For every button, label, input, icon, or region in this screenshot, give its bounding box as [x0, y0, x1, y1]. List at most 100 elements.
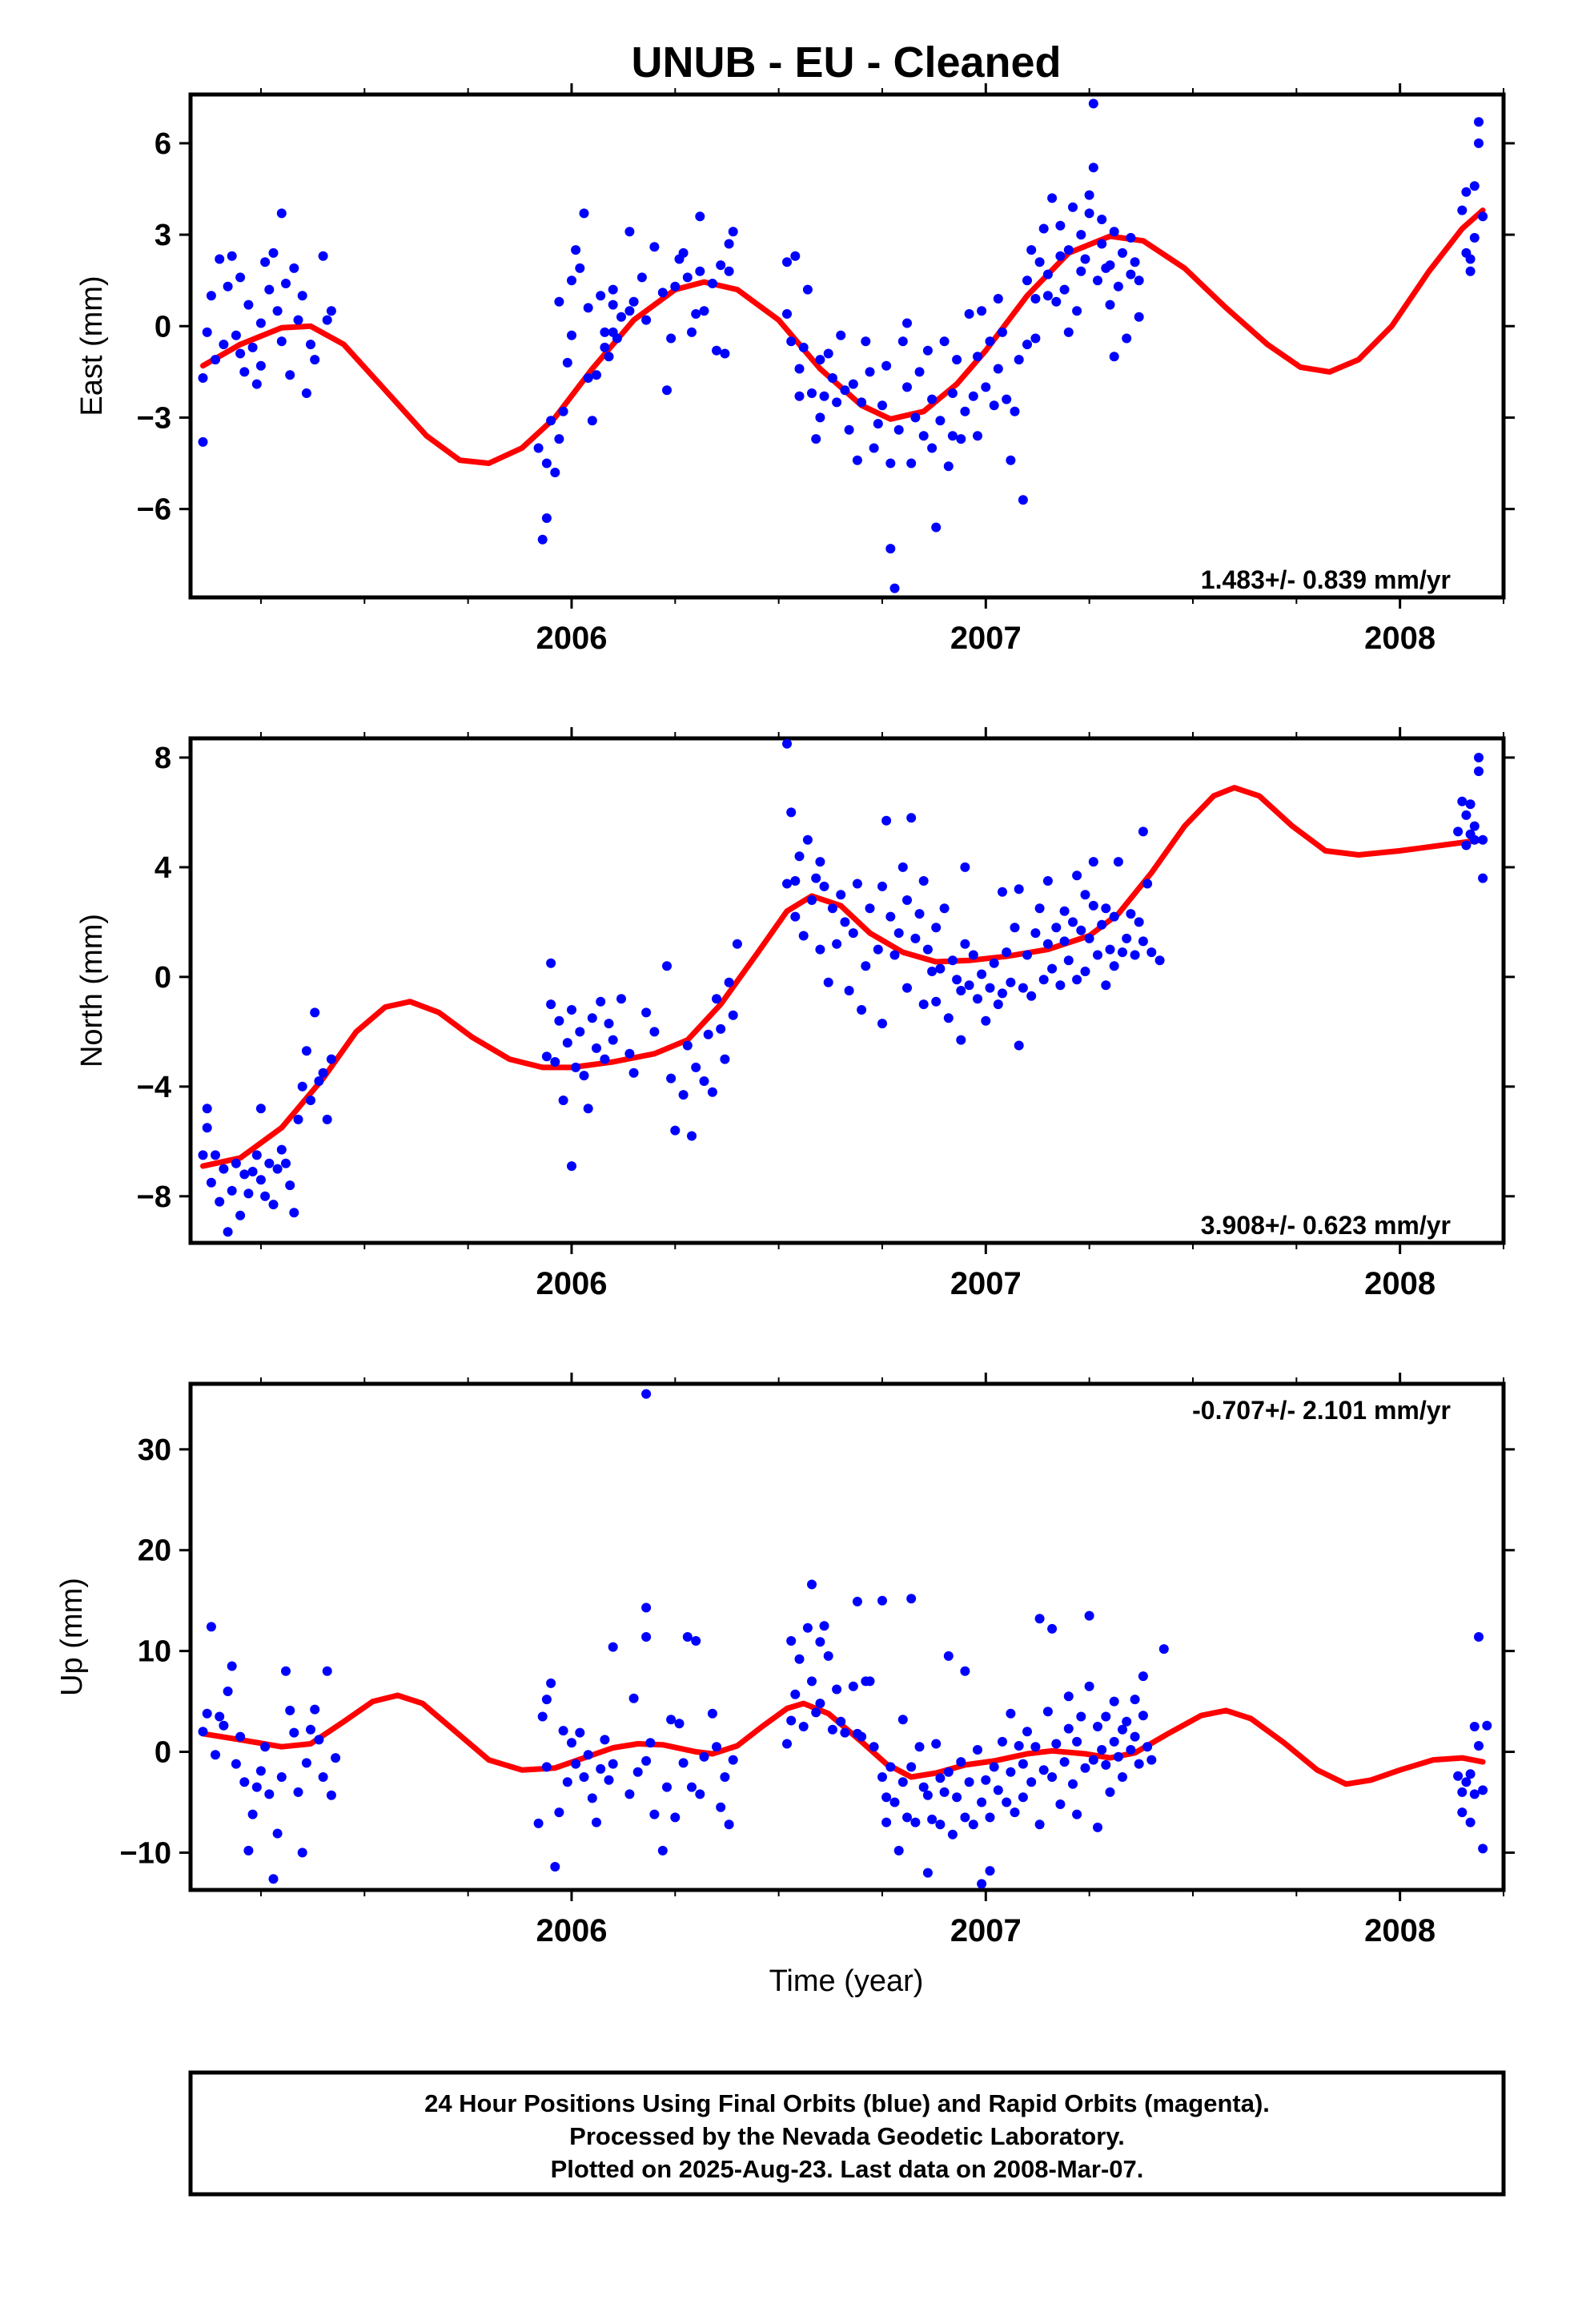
north-data-point — [848, 928, 858, 939]
up-data-point — [893, 1845, 904, 1856]
north-data-point — [985, 983, 995, 993]
north-data-point — [1072, 975, 1082, 985]
up-data-point — [293, 1787, 303, 1797]
east-data-point — [897, 336, 908, 347]
east-data-point — [1113, 281, 1123, 292]
east-data-point — [922, 345, 933, 356]
up-xtick-label: 2006 — [536, 1913, 607, 1948]
up-data-point — [1047, 1623, 1058, 1634]
up-data-point — [964, 1777, 974, 1787]
east-data-point — [952, 355, 962, 365]
up-data-point — [852, 1596, 862, 1606]
up-data-point — [931, 1739, 942, 1749]
up-data-point — [782, 1739, 792, 1749]
up-data-point — [786, 1715, 797, 1726]
up-data-point — [628, 1693, 639, 1703]
east-data-point — [695, 211, 705, 222]
up-data-point — [297, 1848, 307, 1858]
up-data-point — [1038, 1765, 1049, 1775]
north-data-point — [1154, 955, 1165, 966]
up-data-point — [1478, 1785, 1488, 1795]
up-data-point — [641, 1755, 652, 1766]
north-data-point — [1080, 890, 1090, 900]
up-data-point — [276, 1772, 287, 1782]
north-data-point — [239, 1169, 250, 1180]
footer-line-3: Plotted on 2025-Aug-23. Last data on 200… — [551, 2155, 1144, 2183]
east-data-point — [877, 400, 887, 411]
north-rate-text: 3.908+/- 0.623 mm/yr — [1201, 1211, 1451, 1240]
north-data-point — [285, 1180, 295, 1191]
up-data-point — [219, 1720, 229, 1731]
north-data-point — [1042, 939, 1053, 949]
north-xtick-label: 2008 — [1364, 1266, 1435, 1301]
north-data-point — [1474, 766, 1484, 777]
north-data-point — [902, 983, 912, 993]
north-data-point — [1006, 977, 1016, 987]
up-data-point — [815, 1637, 825, 1647]
north-data-point — [794, 851, 805, 862]
east-data-point — [281, 279, 291, 288]
north-data-point — [1014, 1040, 1024, 1051]
east-data-point — [571, 245, 581, 255]
north-data-point — [641, 1007, 652, 1018]
north-data-point — [1142, 879, 1153, 889]
east-data-point — [993, 364, 1003, 374]
up-data-point — [281, 1666, 291, 1676]
north-xtick-label: 2006 — [536, 1266, 607, 1301]
east-data-point — [1126, 232, 1136, 243]
east-plot-frame — [188, 92, 1506, 600]
north-data-point — [811, 873, 821, 883]
north-data-point — [873, 944, 883, 955]
up-data-point — [662, 1782, 672, 1792]
north-data-point — [1084, 933, 1094, 943]
east-data-point — [712, 345, 721, 356]
east-data-point — [947, 388, 958, 398]
footer-line-2: Processed by the Nevada Geodetic Laborat… — [569, 2122, 1125, 2150]
east-ytick-labels: −6 −3 0 3 6 — [137, 127, 171, 527]
north-data-point — [993, 999, 1003, 1010]
east-data-point — [1084, 190, 1094, 200]
east-data-point — [285, 370, 295, 380]
east-data-point — [910, 412, 921, 423]
north-data-point — [264, 1158, 275, 1168]
up-data-point — [1018, 1759, 1028, 1769]
up-data-point — [869, 1742, 879, 1752]
up-ylabel: Up (mm) — [55, 1578, 89, 1696]
east-data-point — [869, 443, 879, 453]
north-data-point — [956, 986, 966, 995]
north-data-point — [562, 1038, 572, 1048]
north-data-point — [724, 977, 734, 987]
east-data-point — [1461, 187, 1472, 197]
north-data-point — [716, 1023, 726, 1034]
north-data-point — [947, 955, 958, 966]
up-data-point — [657, 1845, 668, 1856]
north-data-point — [1474, 753, 1484, 762]
up-data-point — [794, 1654, 805, 1664]
north-data-point — [1068, 917, 1078, 927]
east-data-point — [802, 284, 813, 295]
up-data-point — [935, 1819, 946, 1830]
up-data-point — [1010, 1807, 1020, 1818]
up-plot-frame — [188, 1381, 1506, 1892]
up-data-point — [1122, 1716, 1132, 1727]
north-data-point — [1126, 909, 1136, 919]
east-points-layer — [198, 99, 1488, 593]
east-data-point — [716, 260, 726, 271]
north-ytick-label: 4 — [155, 851, 171, 885]
up-data-point — [1474, 1632, 1484, 1642]
up-data-point — [1109, 1736, 1119, 1747]
north-data-point — [844, 986, 854, 995]
up-data-point — [575, 1727, 585, 1738]
east-panel: −6 −3 0 3 6 2006 2007 2008 East (mm) 1.483+/- … — [75, 83, 1515, 656]
up-data-point — [541, 1695, 552, 1705]
north-data-point — [1030, 928, 1041, 939]
east-data-point — [678, 247, 689, 258]
east-data-point — [724, 239, 734, 249]
north-data-point — [989, 958, 999, 968]
east-data-point — [616, 312, 626, 322]
north-data-point — [910, 933, 921, 943]
north-data-point — [571, 1062, 581, 1072]
up-data-point — [811, 1707, 821, 1718]
up-data-point — [1018, 1792, 1028, 1803]
